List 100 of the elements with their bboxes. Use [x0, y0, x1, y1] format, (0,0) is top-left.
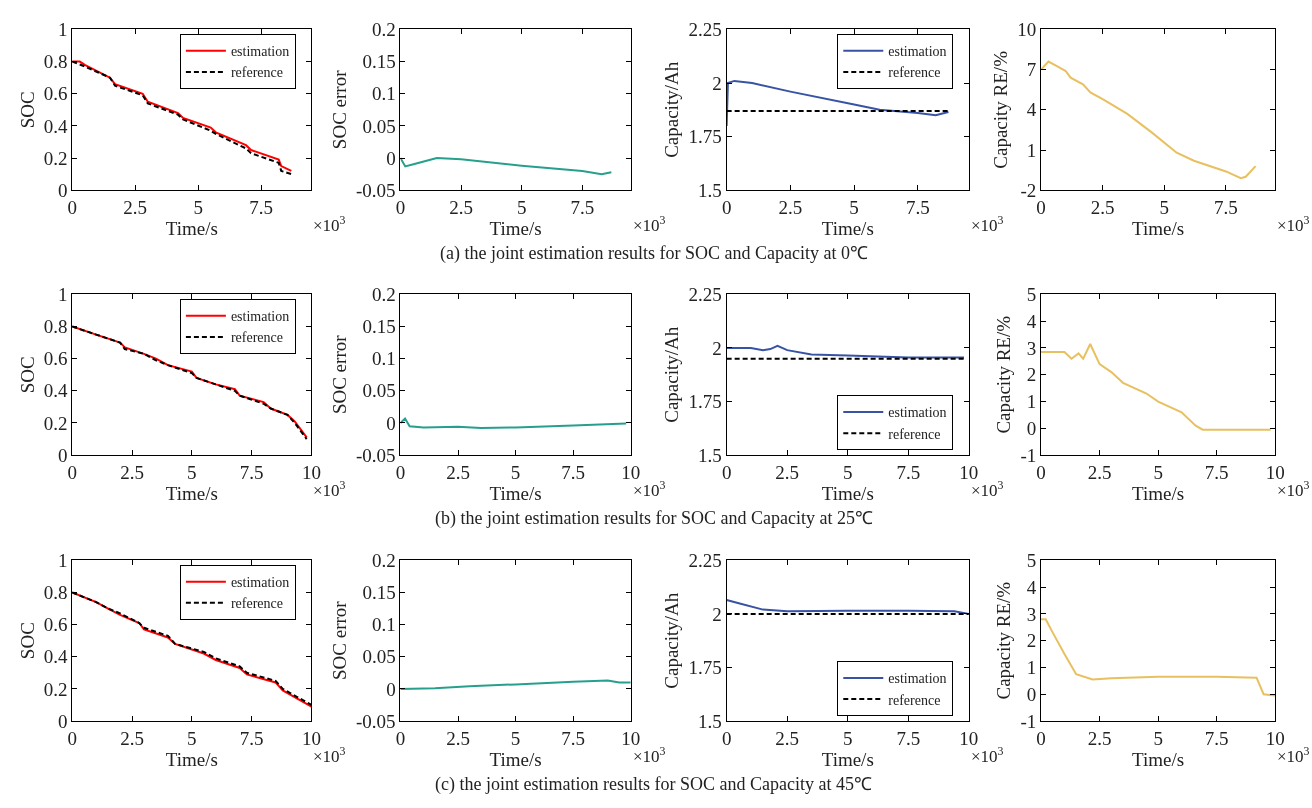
y-tick-label: 0	[386, 412, 396, 434]
y-tick-label: 2.25	[688, 284, 722, 306]
legend-label: estimation	[230, 44, 290, 60]
legend-label: reference	[230, 65, 283, 81]
x-tick-label: 2.5	[1087, 727, 1112, 749]
y-axis-title: Capacity RE/%	[993, 581, 1015, 700]
legend-label: reference	[230, 596, 283, 612]
x-tick-label: 5	[1153, 461, 1163, 483]
x-tick-label: 2.5	[1087, 461, 1112, 483]
y-tick-label: 10	[1017, 19, 1037, 41]
legend-label: reference	[888, 692, 941, 708]
y-tick-label: 0.1	[371, 614, 396, 636]
y-axis-title: SOC error	[328, 334, 350, 415]
y-tick-label: 0.15	[362, 582, 396, 604]
y-tick-label: -0.05	[356, 710, 396, 732]
x-axis-title: Time/s	[489, 217, 542, 239]
y-tick-label: 1.5	[698, 444, 722, 466]
y-axis-title: Capacity/Ah	[661, 592, 683, 689]
text: (a) the joint estimation results for SOC and Capacity at 0℃	[440, 243, 868, 264]
legend-label: reference	[888, 65, 941, 81]
x-tick-label: 5	[516, 196, 527, 218]
y-tick-label: 1	[1026, 657, 1037, 679]
legend-label: reference	[888, 426, 941, 442]
y-tick-label: 0.15	[362, 316, 396, 338]
y-tick-label: 0.2	[371, 284, 396, 306]
y-tick-label: 0.8	[43, 316, 68, 338]
text: ×10$^{3}$	[1277, 213, 1310, 236]
y-axis-title: SOC	[16, 356, 38, 394]
x-tick-label: 5	[187, 727, 197, 749]
x-tick-label: 7.5	[905, 196, 930, 218]
x-tick-label: 7.5	[1214, 196, 1238, 218]
x-tick-label: 5	[1159, 196, 1170, 218]
y-tick-label: 2	[712, 337, 722, 359]
x-axis-title: Time/s	[1132, 748, 1185, 770]
legend-label: estimation	[230, 575, 290, 591]
text: ×10$^{3}$	[633, 213, 666, 236]
y-tick-label: -1	[1020, 444, 1037, 466]
x-tick-label: 5	[843, 727, 853, 749]
x-tick-label: 5	[849, 196, 859, 218]
y-tick-label: 0.05	[362, 380, 396, 402]
y-tick-label: 4	[1026, 310, 1037, 332]
line-series	[400, 417, 628, 430]
x-tick-label: 7.5	[561, 461, 586, 483]
y-tick-label: -2	[1020, 179, 1037, 201]
x-tick-label: 7.5	[896, 461, 921, 483]
x-tick-label: 2.5	[123, 196, 148, 218]
y-tick-label: 1.75	[688, 657, 722, 679]
x-axis-title: Time/s	[489, 748, 542, 770]
x-tick-label: 7.5	[570, 196, 595, 218]
y-tick-label: 2	[1026, 630, 1037, 652]
y-tick-label: 0.1	[371, 348, 396, 370]
y-axis-title: Capacity RE/%	[990, 50, 1012, 169]
x-tick-label: 2.5	[778, 196, 803, 218]
legend-label: reference	[230, 330, 283, 346]
y-tick-label: 0.6	[43, 614, 68, 636]
y-tick-label: 1.75	[688, 126, 722, 148]
y-axis-title: SOC	[16, 622, 38, 660]
line-series	[1041, 342, 1272, 431]
y-tick-label: 2.25	[688, 19, 722, 41]
x-tick-label: 5	[1153, 727, 1163, 749]
y-tick-label: 2.25	[688, 549, 722, 571]
x-axis-title: Time/s	[489, 482, 542, 504]
x-axis-title: Time/s	[821, 482, 874, 504]
x-axis-title: Time/s	[165, 482, 218, 504]
x-tick-label: 5	[187, 461, 197, 483]
x-axis-title: Time/s	[1132, 482, 1185, 504]
x-tick-label: 2.5	[775, 727, 800, 749]
y-tick-label: 1	[1026, 139, 1037, 161]
y-axis-title: Capacity/Ah	[661, 326, 683, 423]
y-tick-label: 7	[1026, 59, 1037, 81]
y-tick-label: 0	[57, 179, 68, 201]
x-axis-title: Time/s	[165, 748, 218, 770]
y-tick-label: 0.2	[43, 678, 68, 700]
y-tick-label: 0	[1026, 683, 1037, 705]
y-tick-label: 0.8	[43, 51, 68, 73]
x-tick-label: 7.5	[239, 461, 264, 483]
y-tick-label: 1	[57, 549, 68, 571]
y-tick-label: 0	[57, 710, 68, 732]
x-tick-label: 7.5	[561, 727, 586, 749]
y-tick-label: 1	[57, 284, 68, 306]
text: (c) the joint estimation results for SOC and Capacity at 45℃	[435, 774, 872, 795]
y-tick-label: 1	[57, 19, 68, 41]
y-tick-label: 1.5	[698, 710, 722, 732]
line-series	[726, 79, 950, 127]
x-tick-label: 7.5	[1204, 727, 1229, 749]
x-tick-label: 2.5	[446, 461, 470, 483]
line-series	[726, 598, 969, 615]
y-tick-label: 1.5	[698, 179, 722, 201]
x-tick-label: 7.5	[896, 727, 921, 749]
x-tick-label: 7.5	[239, 727, 264, 749]
y-tick-label: 2	[1026, 364, 1037, 386]
x-tick-label: 2.5	[1090, 196, 1115, 218]
y-tick-label: 0.2	[43, 412, 68, 434]
y-tick-label: 0	[386, 147, 396, 169]
y-tick-label: 0.2	[371, 549, 396, 571]
y-tick-label: 0.05	[362, 115, 396, 137]
x-axis-title: Time/s	[1132, 217, 1185, 239]
legend-label: estimation	[888, 44, 947, 60]
y-axis-title: SOC	[16, 91, 38, 129]
x-tick-label: 2.5	[449, 196, 473, 218]
